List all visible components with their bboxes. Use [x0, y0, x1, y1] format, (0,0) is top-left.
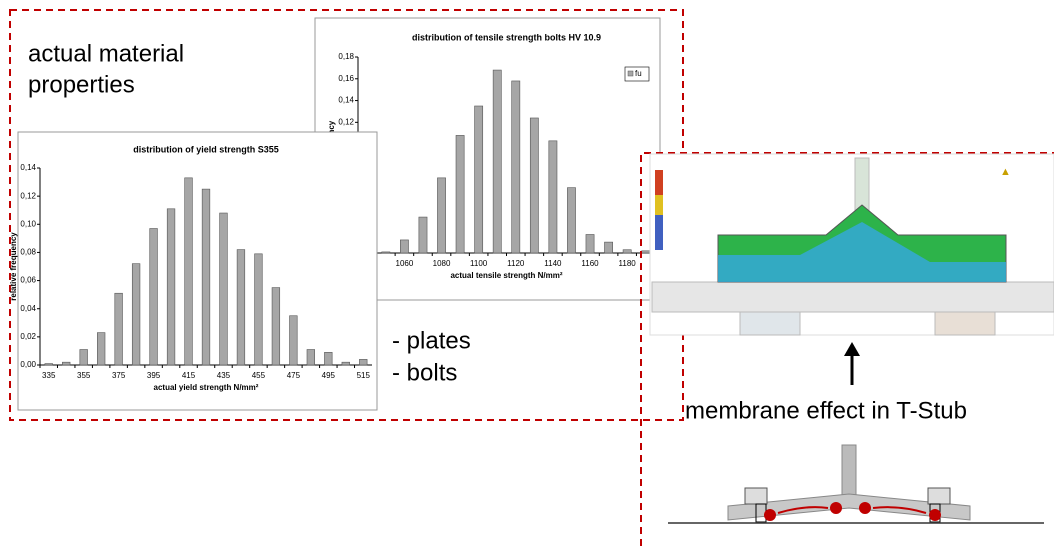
heading-line: properties: [28, 71, 135, 98]
caption: membrane effect in T-Stub: [685, 397, 967, 424]
bar: [455, 135, 465, 254]
bar: [529, 117, 539, 254]
x-tick-label: 455: [252, 371, 266, 380]
x-tick-label: 1140: [544, 259, 562, 268]
bar: [511, 80, 521, 254]
bar: [184, 177, 193, 366]
x-tick-label: 375: [112, 371, 126, 380]
x-tick-label: 1060: [396, 259, 414, 268]
bar: [324, 352, 333, 366]
bar: [62, 361, 71, 366]
bar: [622, 249, 632, 254]
x-tick-label: 415: [182, 371, 196, 380]
chart-title: distribution of tensile strength bolts H…: [412, 32, 601, 42]
bar: [79, 349, 88, 366]
x-tick-label: 475: [287, 371, 301, 380]
bar: [418, 216, 428, 254]
bar: [236, 249, 246, 366]
bar: [166, 208, 176, 366]
svg-text:▲: ▲: [1000, 166, 1011, 178]
legend-frame: [624, 66, 650, 82]
charts: distribution of tensile strength bolts H…: [9, 17, 661, 411]
y-tick-label: 0,12: [20, 191, 36, 200]
y-tick-label: 0,04: [20, 304, 36, 313]
y-tick-label: 0,14: [20, 163, 36, 172]
t-stub-diagram: [668, 444, 1044, 524]
chart: distribution of yield strength S355 0,00 0…: [9, 131, 378, 411]
x-axis-title: actual tensile strength N/mm²: [450, 271, 562, 280]
y-tick-label: 0,18: [338, 52, 354, 61]
y-axis-title: relative frequency: [9, 232, 18, 301]
x-tick-label: 435: [217, 371, 231, 380]
y-tick-label: 0,06: [20, 276, 36, 285]
bar: [97, 332, 106, 366]
fe-model: ▲: [649, 153, 1054, 336]
x-tick-label: 395: [147, 371, 161, 380]
list-item: - bolts: [392, 359, 457, 386]
bar: [306, 349, 315, 366]
x-tick-label: 495: [322, 371, 336, 380]
bar: [131, 263, 141, 366]
bar: [585, 234, 595, 254]
y-tick-label: 0,14: [338, 96, 354, 105]
x-tick-label: 355: [77, 371, 91, 380]
chart-title: distribution of yield strength S355: [133, 144, 279, 154]
bar: [271, 287, 281, 366]
bar: [149, 228, 158, 366]
legend-label: fu: [635, 69, 642, 78]
x-axis-title: actual yield strength N/mm²: [154, 383, 259, 392]
bar: [219, 212, 228, 366]
y-tick-label: 0,00: [20, 360, 36, 369]
bar: [641, 250, 651, 254]
legend-swatch: [627, 70, 634, 77]
bar: [201, 188, 211, 366]
list-item: - plates: [392, 327, 471, 354]
bar: [567, 187, 576, 254]
bar: [474, 105, 484, 254]
bar: [400, 239, 409, 254]
bar: [492, 69, 502, 254]
x-tick-label: 515: [357, 371, 371, 380]
y-tick-label: 0,12: [338, 117, 354, 126]
y-tick-label: 0,08: [20, 248, 36, 257]
x-tick-label: 1120: [507, 259, 525, 268]
bar: [341, 361, 350, 366]
x-tick-label: 335: [42, 371, 56, 380]
bar: [289, 315, 298, 366]
bar: [548, 140, 558, 254]
x-tick-label: 1080: [433, 259, 451, 268]
chart-frame: [17, 131, 378, 411]
x-tick-label: 1100: [470, 259, 488, 268]
bar: [437, 177, 446, 254]
bar: [604, 241, 613, 254]
bar: [44, 363, 53, 366]
x-tick-label: 1160: [581, 259, 599, 268]
bar: [114, 292, 123, 366]
y-tick-label: 0,10: [20, 219, 36, 228]
heading-line: actual material: [28, 40, 184, 67]
bar: [381, 251, 391, 254]
y-tick-label: 0,02: [20, 332, 36, 341]
bar: [359, 359, 368, 366]
y-tick-label: 0,16: [338, 74, 354, 83]
x-tick-label: 1180: [619, 259, 637, 268]
bar: [254, 253, 263, 366]
